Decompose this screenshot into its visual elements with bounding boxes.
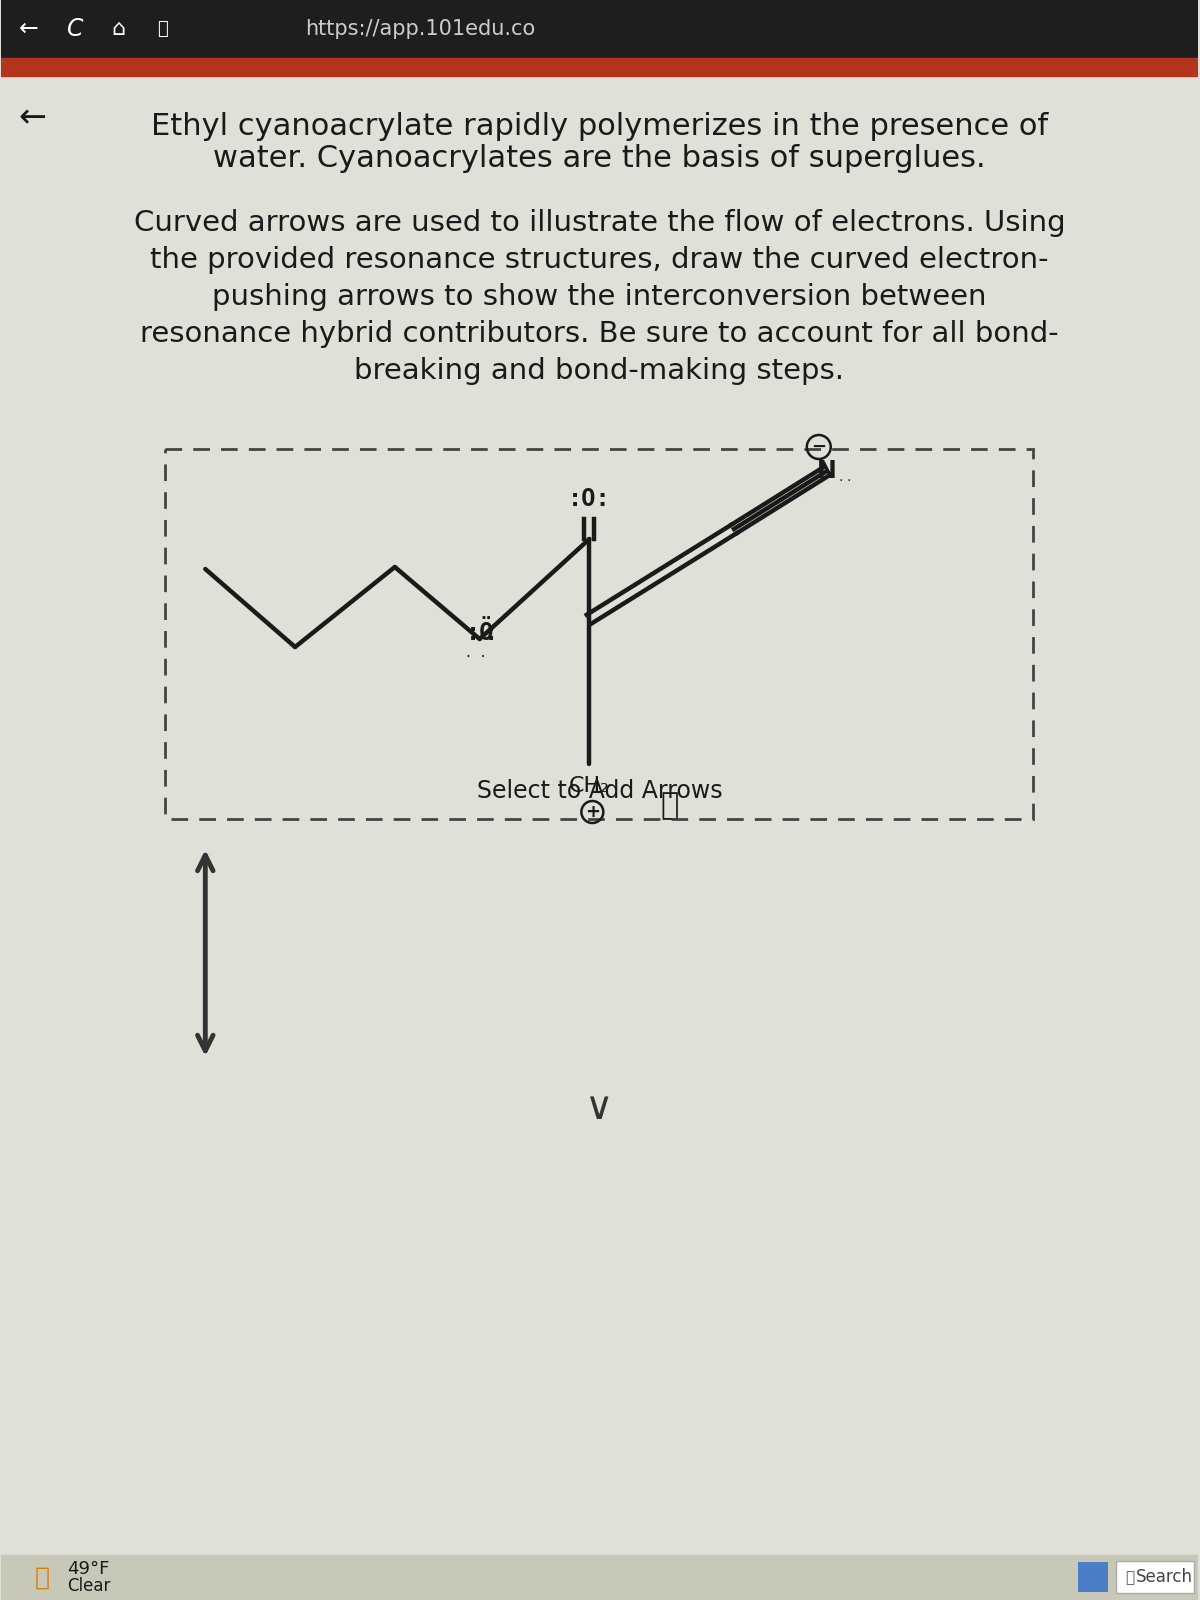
Text: 🔒: 🔒 <box>157 19 168 38</box>
Text: −: − <box>811 438 827 456</box>
Text: ←: ← <box>19 18 38 42</box>
Text: Curved arrows are used to illustrate the flow of electrons. Using: Curved arrows are used to illustrate the… <box>133 210 1066 237</box>
Text: :O:: :O: <box>568 486 611 510</box>
Text: 🌤: 🌤 <box>35 1565 50 1589</box>
Text: CH₂: CH₂ <box>569 776 610 795</box>
Text: pushing arrows to show the interconversion between: pushing arrows to show the interconversi… <box>212 283 986 310</box>
Bar <box>1078 1562 1108 1592</box>
Text: 49°F: 49°F <box>67 1560 109 1578</box>
Text: ·: · <box>846 474 851 488</box>
Text: breaking and bond-making steps.: breaking and bond-making steps. <box>354 357 845 386</box>
Text: 🔍: 🔍 <box>1126 1570 1134 1586</box>
Text: +: + <box>584 803 600 821</box>
Text: ←: ← <box>19 101 47 134</box>
Text: :Ö: :Ö <box>466 621 494 645</box>
Text: water. Cyanoacrylates are the basis of superglues.: water. Cyanoacrylates are the basis of s… <box>214 144 985 173</box>
Text: resonance hybrid contributors. Be sure to account for all bond-: resonance hybrid contributors. Be sure t… <box>140 320 1058 349</box>
Text: 👆: 👆 <box>660 792 678 821</box>
Text: C: C <box>67 18 84 42</box>
Bar <box>166 450 1033 819</box>
Text: :: : <box>484 621 498 645</box>
Bar <box>1 58 1198 75</box>
Text: Select to Add Arrows: Select to Add Arrows <box>476 779 722 803</box>
Text: ⌂: ⌂ <box>112 19 126 38</box>
Text: https://app.101edu.co: https://app.101edu.co <box>305 19 535 38</box>
Bar <box>1 1555 1198 1600</box>
Text: the provided resonance structures, draw the curved electron-: the provided resonance structures, draw … <box>150 246 1049 274</box>
Bar <box>1116 1562 1194 1594</box>
Text: Ethyl cyanoacrylate rapidly polymerizes in the presence of: Ethyl cyanoacrylate rapidly polymerizes … <box>151 112 1048 141</box>
Text: ·: · <box>839 474 842 488</box>
Text: N: N <box>817 459 836 483</box>
Text: Clear: Clear <box>67 1578 110 1595</box>
Text: ∨: ∨ <box>586 1090 613 1126</box>
Bar <box>1 0 1198 58</box>
Text: Search: Search <box>1135 1568 1193 1587</box>
Text: ·  ·: · · <box>466 650 485 664</box>
